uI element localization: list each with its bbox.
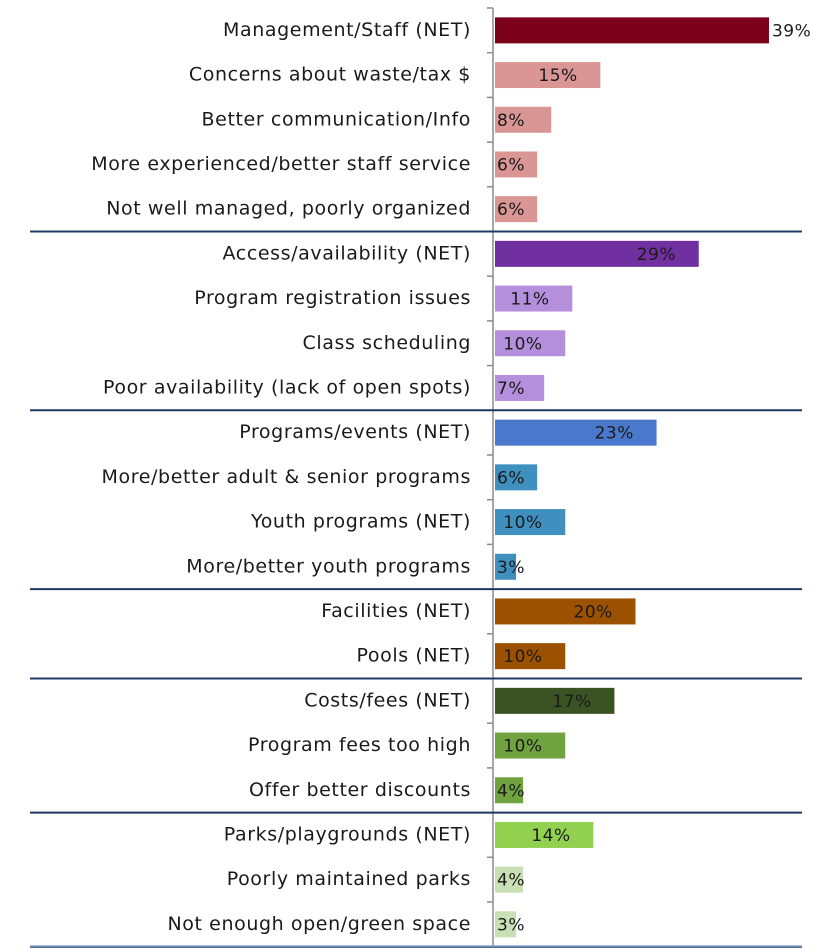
bar [495, 419, 657, 446]
value-label: 8% [497, 111, 525, 131]
category-label: Parks/playgrounds (NET) [224, 823, 471, 845]
bar [495, 62, 601, 89]
value-label: 7% [497, 379, 525, 399]
value-label: 3% [497, 915, 525, 935]
value-label: 10% [503, 334, 542, 354]
category-label: Pools (NET) [357, 645, 472, 667]
value-label: 29% [637, 245, 676, 265]
bar [495, 196, 538, 223]
category-label: Costs/fees (NET) [304, 689, 471, 711]
bar [495, 598, 636, 625]
value-label: 17% [552, 692, 591, 712]
bar [495, 17, 769, 44]
bar [495, 553, 517, 580]
bar [495, 777, 524, 804]
category-label: More experienced/better staff service [91, 153, 471, 175]
category-label: Concerns about waste/tax $ [189, 64, 471, 86]
value-label: 10% [503, 513, 542, 533]
value-label: 6% [497, 155, 525, 175]
category-label: Better communication/Info [202, 108, 471, 130]
value-label: 6% [497, 468, 525, 488]
category-label: Youth programs (NET) [250, 511, 471, 533]
category-label: Not well managed, poorly organized [106, 198, 471, 220]
bar [495, 687, 615, 714]
value-label: 20% [574, 602, 613, 622]
bar [495, 151, 538, 178]
category-label: More/better youth programs [186, 555, 471, 577]
value-label: 6% [497, 200, 525, 220]
value-label: 14% [531, 826, 570, 846]
value-label: 10% [503, 737, 542, 757]
value-label: 4% [497, 781, 525, 801]
bar [495, 330, 566, 357]
bar [495, 732, 566, 759]
bar [495, 374, 545, 401]
category-label: Not enough open/green space [167, 913, 471, 935]
value-label: 11% [510, 290, 549, 310]
category-label: Management/Staff (NET) [223, 19, 471, 41]
bar [495, 821, 594, 848]
bar [495, 106, 552, 133]
value-label: 3% [497, 558, 525, 578]
value-label: 4% [497, 871, 525, 891]
bar [495, 509, 566, 536]
value-label: 10% [503, 647, 542, 667]
category-label: Class scheduling [303, 332, 471, 354]
bar [495, 911, 517, 938]
bar [495, 866, 524, 893]
category-label: Poor availability (lack of open spots) [103, 376, 471, 398]
category-label: Access/availability (NET) [223, 242, 471, 264]
category-label: Facilities (NET) [321, 600, 471, 622]
category-label: Offer better discounts [249, 779, 471, 801]
category-label: Program registration issues [194, 287, 471, 309]
value-label: 23% [595, 424, 634, 444]
category-label: Poorly maintained parks [227, 868, 471, 890]
bar [495, 240, 699, 267]
category-label: More/better adult & senior programs [102, 466, 471, 488]
bar [495, 285, 573, 312]
bar [495, 464, 538, 491]
bar [495, 643, 566, 670]
value-label: 39% [772, 21, 811, 41]
value-label: 15% [538, 66, 577, 86]
category-label: Programs/events (NET) [239, 421, 471, 443]
category-label: Program fees too high [248, 734, 471, 756]
